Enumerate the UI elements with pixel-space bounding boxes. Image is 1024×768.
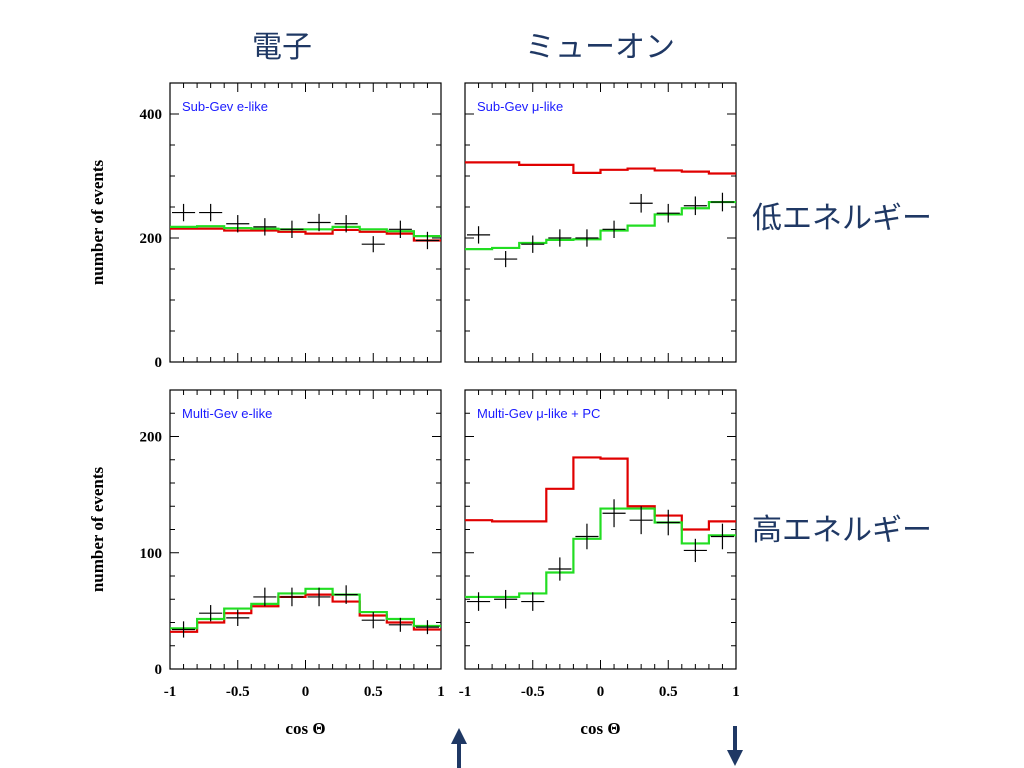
data-point — [467, 226, 491, 244]
data-points — [467, 192, 734, 268]
data-point — [226, 609, 250, 626]
panel-sub-gev-e-like: 0 200 400 Sub-Gev e-like number of events — [88, 82, 442, 371]
data-point — [172, 203, 196, 222]
x-axis-title: cos Θ — [285, 719, 325, 738]
data-point — [575, 229, 599, 247]
panel-sub-gev-mu-like: Sub-Gev μ-like — [464, 82, 737, 363]
data-point — [280, 587, 304, 607]
x-tick-label: 0 — [597, 684, 605, 700]
oscillation-line — [170, 587, 441, 630]
data-point — [710, 192, 734, 212]
data-point — [388, 220, 412, 238]
data-point — [548, 557, 572, 581]
data-point — [467, 592, 491, 611]
x-tick-label: 0.5 — [364, 684, 383, 700]
y-tick-label: 200 — [140, 430, 163, 446]
header-muon: ミューオン — [525, 30, 675, 65]
y-tick-label: 0 — [155, 355, 163, 371]
data-point — [307, 213, 331, 232]
panel-multi-gev-mu-like-pc: -1 -0.5 0 0.5 1 Multi-Gev μ-like + PC cos Θ — [459, 389, 740, 738]
x-tick-label: -0.5 — [226, 684, 250, 700]
y-axis-title: number of events — [88, 159, 107, 285]
header-electron: 電子 — [252, 30, 312, 65]
x-tick-label: 0 — [302, 684, 310, 700]
data-point — [656, 203, 680, 223]
y-tick-label: 200 — [140, 231, 163, 247]
data-point — [710, 523, 734, 550]
data-point — [415, 231, 439, 250]
x-tick-label: 1 — [732, 684, 740, 700]
data-point — [683, 196, 707, 216]
no-oscillation-line — [465, 161, 736, 175]
data-point — [494, 251, 518, 268]
plot-frame — [464, 82, 737, 363]
data-points — [467, 499, 734, 611]
data-point — [629, 193, 653, 213]
data-point — [253, 587, 277, 607]
no-oscillation-line — [170, 227, 441, 242]
up-arrow-icon — [451, 728, 467, 768]
label-low-energy: 低エネルギー — [752, 201, 932, 236]
x-axis-title: cos Θ — [580, 719, 620, 738]
data-point — [629, 506, 653, 535]
data-point — [172, 621, 196, 638]
data-point — [494, 589, 518, 609]
oscillation-line — [170, 225, 441, 238]
oscillation-line — [465, 507, 736, 599]
x-tick-label: 0.5 — [659, 684, 678, 700]
data-point — [307, 587, 331, 607]
data-point — [521, 592, 545, 611]
data-point — [521, 235, 545, 253]
y-tick-label: 0 — [155, 662, 163, 678]
data-point — [280, 220, 304, 238]
data-point — [199, 203, 223, 222]
data-point — [415, 620, 439, 635]
y-axis-title: number of events — [88, 466, 107, 592]
panels: 0 200 400 Sub-Gev e-like number of events Sub… — [88, 82, 740, 738]
x-tick-label: -0.5 — [521, 684, 545, 700]
panel-label: Multi-Gev μ-like + PC — [477, 406, 600, 421]
data-point — [334, 585, 358, 604]
y-tick-label: 100 — [140, 546, 163, 562]
data-point — [361, 236, 385, 253]
panel-label: Sub-Gev μ-like — [477, 99, 563, 114]
y-tick-label: 400 — [140, 107, 163, 123]
label-high-energy: 高エネルギー — [752, 513, 932, 548]
data-points — [172, 203, 439, 253]
x-tick-label: -1 — [459, 684, 472, 700]
data-point — [199, 605, 223, 622]
no-oscillation-line — [170, 593, 441, 633]
down-arrow-icon — [727, 726, 743, 766]
panel-label: Multi-Gev e-like — [182, 406, 272, 421]
panel-label: Sub-Gev e-like — [182, 99, 268, 114]
data-point — [575, 523, 599, 550]
data-point — [548, 229, 572, 247]
data-point — [656, 509, 680, 536]
data-point — [683, 538, 707, 563]
data-point — [602, 220, 626, 238]
data-point — [334, 215, 358, 233]
data-point — [226, 215, 250, 233]
data-points — [172, 585, 439, 638]
panel-multi-gev-e-like: 0 100 200 -1 -0.5 0 0.5 1 Multi-Gev e-like number… — [88, 389, 445, 738]
data-point — [361, 612, 385, 629]
oscillation-line — [465, 200, 736, 251]
data-point — [253, 218, 277, 236]
data-point — [602, 499, 626, 528]
x-tick-label: 1 — [437, 684, 445, 700]
data-point — [388, 617, 412, 632]
x-tick-label: -1 — [164, 684, 177, 700]
